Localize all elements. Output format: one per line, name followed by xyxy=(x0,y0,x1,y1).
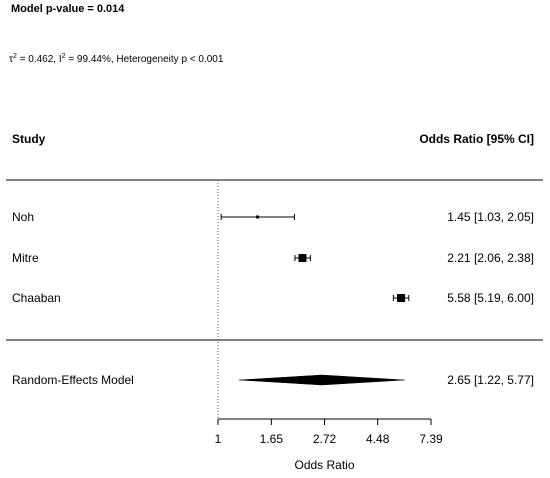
study-estimate-chaaban: 5.58 [5.19, 6.00] xyxy=(447,291,534,305)
point-estimate-noh xyxy=(256,215,260,219)
x-tick-label-3: 4.48 xyxy=(366,432,390,446)
i2-superscript: 2 xyxy=(61,53,66,60)
tau-symbol: τ xyxy=(9,54,13,65)
x-axis-label: Odds Ratio xyxy=(294,458,354,472)
study-label-noh: Noh xyxy=(12,210,34,224)
summary-label: Random-Effects Model xyxy=(12,373,134,387)
point-estimate-chaaban xyxy=(397,294,406,302)
x-tick-label-2: 2.72 xyxy=(313,432,337,446)
x-tick-label-1: 1.65 xyxy=(260,432,284,446)
study-estimate-mitre: 2.21 [2.06, 2.38] xyxy=(447,251,534,265)
study-label-mitre: Mitre xyxy=(12,251,39,265)
tau-i2-text: = 0.462, I xyxy=(16,54,62,65)
study-estimate-noh: 1.45 [1.03, 2.05] xyxy=(447,210,534,224)
model-p-value: Model p-value = 0.014 xyxy=(11,3,125,15)
x-tick-label-4: 7.39 xyxy=(419,432,443,446)
tau-superscript: 2 xyxy=(12,53,17,60)
effect-column-header: Odds Ratio [95% CI] xyxy=(419,132,534,146)
x-tick-label-0: 1 xyxy=(215,432,222,446)
summary-estimate: 2.65 [1.22, 5.77] xyxy=(447,373,534,387)
study-column-header: Study xyxy=(12,132,46,146)
study-label-chaaban: Chaaban xyxy=(12,291,61,305)
summary-diamond xyxy=(239,374,405,386)
heterogeneity-stats: τ2 = 0.462, I2 = 99.44%, Heterogeneity p… xyxy=(9,53,223,65)
heterogeneity-text: = 99.44%, Heterogeneity p < 0.001 xyxy=(65,54,224,65)
point-estimate-mitre xyxy=(298,254,307,262)
